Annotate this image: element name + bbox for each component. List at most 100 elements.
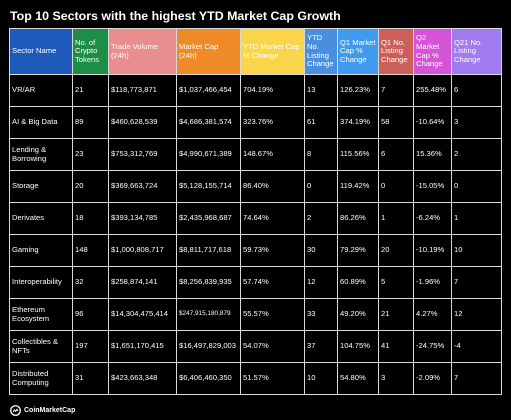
table-cell: 3 [451,106,502,139]
table-cell: 0 [451,170,502,203]
column-header-label: Q1 No. Listing Change [381,37,408,64]
table-cell: 126.23% [337,74,379,107]
sector-name-cell: Collectibles & NFTs [9,330,73,363]
table-cell: 13 [304,74,338,107]
table-cell: 58 [378,106,414,139]
column-header: YTD No. Listing Change [304,28,338,75]
table-row: Interoperability 32 $258,874,141 $8,256,839… [9,266,502,299]
table-cell: 41 [378,330,414,363]
table-row: Collectibles & NFTs 197 $1,651,170,415 $16,… [9,330,502,363]
table-cell: 51.57% [240,362,305,395]
table-cell: 21 [72,74,109,107]
column-header-label: Q2 Market Cap % Change [416,33,443,69]
table-cell: -10.19% [413,234,452,267]
column-header-label: Q21 No. Listing Change [454,37,483,64]
table-cell: -10.64% [413,106,452,139]
sector-name-cell: Storage [9,170,73,203]
column-header-label: YTD No. Listing Change [307,33,334,69]
table-cell: 7 [451,266,502,299]
table-cell: 148 [72,234,109,267]
table-cell: $6,406,460,350 [176,362,241,395]
table-cell: 0 [378,170,414,203]
table-cell: 60.89% [337,266,379,299]
table-cell: $1,000,808,717 [108,234,177,267]
table-cell: 20 [72,170,109,203]
table-cell: 4.27% [413,298,452,331]
column-header: No. of Crypto Tokens [72,28,109,75]
table-cell: 59.73% [240,234,305,267]
page-title: Top 10 Sectors with the highest YTD Mark… [10,9,341,23]
column-header-label: Q1 Market Cap % Change [340,37,376,64]
table-cell: $14,304,475,414 [108,298,177,331]
table-cell: $118,773,871 [108,74,177,107]
table-cell: 86.40% [240,170,305,203]
sectors-table: Sector Name No. of Crypto Tokens Trade Vol… [9,28,502,395]
table-body: VR/AR 21 $118,773,871 $1,037,466,454 704.19%… [9,74,502,395]
table-cell: -15.05% [413,170,452,203]
table-cell: 197 [72,330,109,363]
table-row: VR/AR 21 $118,773,871 $1,037,466,454 704.19%… [9,74,502,107]
table-cell: $5,128,155,714 [176,170,241,203]
table-cell: $8,256,839,935 [176,266,241,299]
footer-brand: CoinMarketCap [10,404,75,416]
table-cell: $16,497,829,003 [176,330,241,363]
table-cell: $4,990,671,389 [176,138,241,171]
table-cell: 148.67% [240,138,305,171]
table-row: Lending & Borrowing 23 $753,312,769 $4,990,… [9,138,502,171]
table-cell: $2,435,968,687 [176,202,241,235]
table-cell: 49.20% [337,298,379,331]
table-row: Distributed Computing 31 $423,663,348 $6,40… [9,362,502,395]
table-row: Ethereum Ecosystem 96 $14,304,475,414 $247,… [9,298,502,331]
table-cell: 31 [72,362,109,395]
table-cell: 33 [304,298,338,331]
table-cell: 2 [304,202,338,235]
sector-name-cell: VR/AR [9,74,73,107]
table-cell: 119.42% [337,170,379,203]
table-cell: $753,312,769 [108,138,177,171]
table-header-row: Sector Name No. of Crypto Tokens Trade Vol… [9,28,502,75]
table-cell: 1 [378,202,414,235]
column-header: Market Cap (24h) [176,28,241,75]
column-header-label: No. of Crypto Tokens [75,37,100,64]
table-cell: 115.56% [337,138,379,171]
table-cell: 7 [451,362,502,395]
table-cell: 30 [304,234,338,267]
table-cell: 10 [304,362,338,395]
column-header: Q21 No. Listing Change [451,28,502,75]
table-cell: 20 [378,234,414,267]
table-cell: 15.36% [413,138,452,171]
table-row: Storage 20 $369,663,724 $5,128,155,714 86.40… [9,170,502,203]
table-cell: -24.75% [413,330,452,363]
table-cell: $1,651,170,415 [108,330,177,363]
table-cell: 374.19% [337,106,379,139]
table-cell: 32 [72,266,109,299]
table-cell: 54.07% [240,330,305,363]
table-cell: -2.09% [413,362,452,395]
table-cell: $369,663,724 [108,170,177,203]
table-cell: 23 [72,138,109,171]
column-header-label: Trade Volume (24h) [111,41,158,60]
sector-name-cell: Ethereum Ecosystem [9,298,73,331]
table-cell: 6 [451,74,502,107]
table-cell: 57.74% [240,266,305,299]
table-cell: 18 [72,202,109,235]
brand-name: CoinMarketCap [24,406,76,414]
table-cell: $423,663,348 [108,362,177,395]
table-cell: 7 [378,74,414,107]
table-cell: -1.96% [413,266,452,299]
table-cell: $8,811,717,618 [176,234,241,267]
table-cell: 6 [378,138,414,171]
sector-name-cell: Derivates [9,202,73,235]
table-cell: 10 [451,234,502,267]
table-cell: 0 [304,170,338,203]
sector-name-cell: Gaming [9,234,73,267]
table-cell: 79.29% [337,234,379,267]
table-cell: $1,037,466,454 [176,74,241,107]
coinmarketcap-logo-icon [10,404,21,416]
table-cell: 74.64% [240,202,305,235]
table-cell: -4 [451,330,502,363]
table-cell: $247,915,180,879 [176,298,241,331]
table-cell: 2 [451,138,502,171]
column-header: Sector Name [9,28,73,75]
table-row: AI & Big Data 89 $460,628,539 $4,686,381,57… [9,106,502,139]
